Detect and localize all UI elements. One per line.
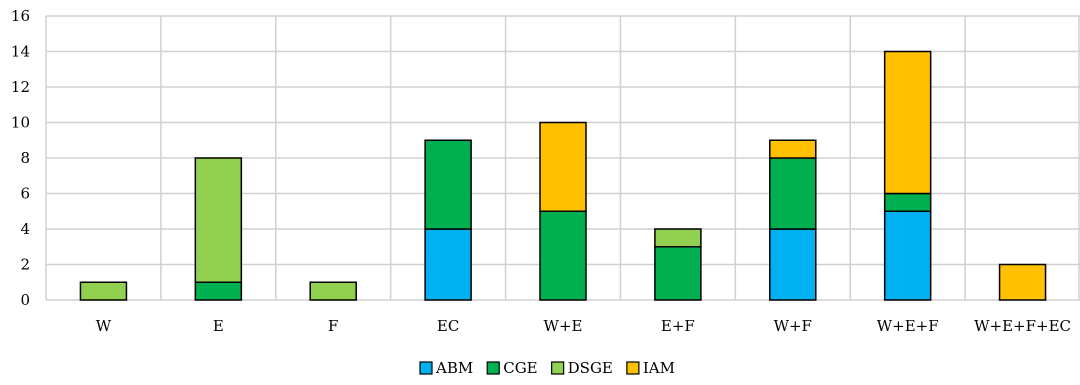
x-category-label: F [328,317,338,335]
y-tick-label: 12 [11,78,30,96]
bar-segment-dsge [79,281,128,301]
bar-segment-cge [654,246,702,301]
y-tick-label: 16 [11,7,30,25]
legend-label-abm: ABM [435,359,473,377]
legend-swatch-dsge [551,361,565,375]
x-category-label: W+E+F+EC [974,317,1071,335]
bar-segment-abm [883,210,932,301]
y-tick-label: 8 [20,149,30,167]
x-category-label: W+E [544,317,583,335]
bar-segment-cge [424,139,472,230]
legend-label-iam: IAM [643,359,675,377]
legend-swatch-iam [626,361,640,375]
bar-segment-cge [539,210,587,301]
x-category-label: W+F [774,317,812,335]
bar-segment-abm [424,228,472,301]
bar-segment-cge [883,192,932,212]
y-tick-label: 2 [20,256,30,274]
x-axis-categories: W E F EC W+E E+F W+F W+E+F W+E+F+EC [96,317,1071,335]
bar-segment-dsge [309,281,357,301]
x-category-label: W [96,317,112,335]
legend-swatch-cge [486,361,500,375]
legend: ABM CGE DSGE IAM [419,359,675,377]
bars [79,50,1047,301]
bar-segment-iam [998,263,1047,301]
y-axis-ticks: 0 2 4 6 8 10 12 14 16 [11,7,30,309]
y-tick-label: 4 [20,220,30,238]
legend-label-dsge: DSGE [568,359,613,377]
y-tick-label: 0 [20,291,30,309]
bar-segment-cge [194,281,243,301]
y-tick-label: 6 [20,185,30,203]
y-tick-label: 14 [11,43,30,61]
x-category-label: W+E+F [877,317,939,335]
x-category-label: E+F [661,317,695,335]
bar-segment-dsge [654,228,702,248]
bar-segment-abm [769,228,817,301]
bar-segment-iam [769,139,817,159]
bar-segment-iam [539,121,587,212]
y-tick-label: 10 [11,114,30,132]
x-category-label: EC [437,317,459,335]
bar-segment-cge [769,157,817,230]
legend-swatch-abm [419,361,433,375]
legend-label-cge: CGE [503,359,537,377]
bar-segment-iam [883,50,932,195]
bar-segment-dsge [194,157,243,283]
x-category-label: E [213,317,224,335]
